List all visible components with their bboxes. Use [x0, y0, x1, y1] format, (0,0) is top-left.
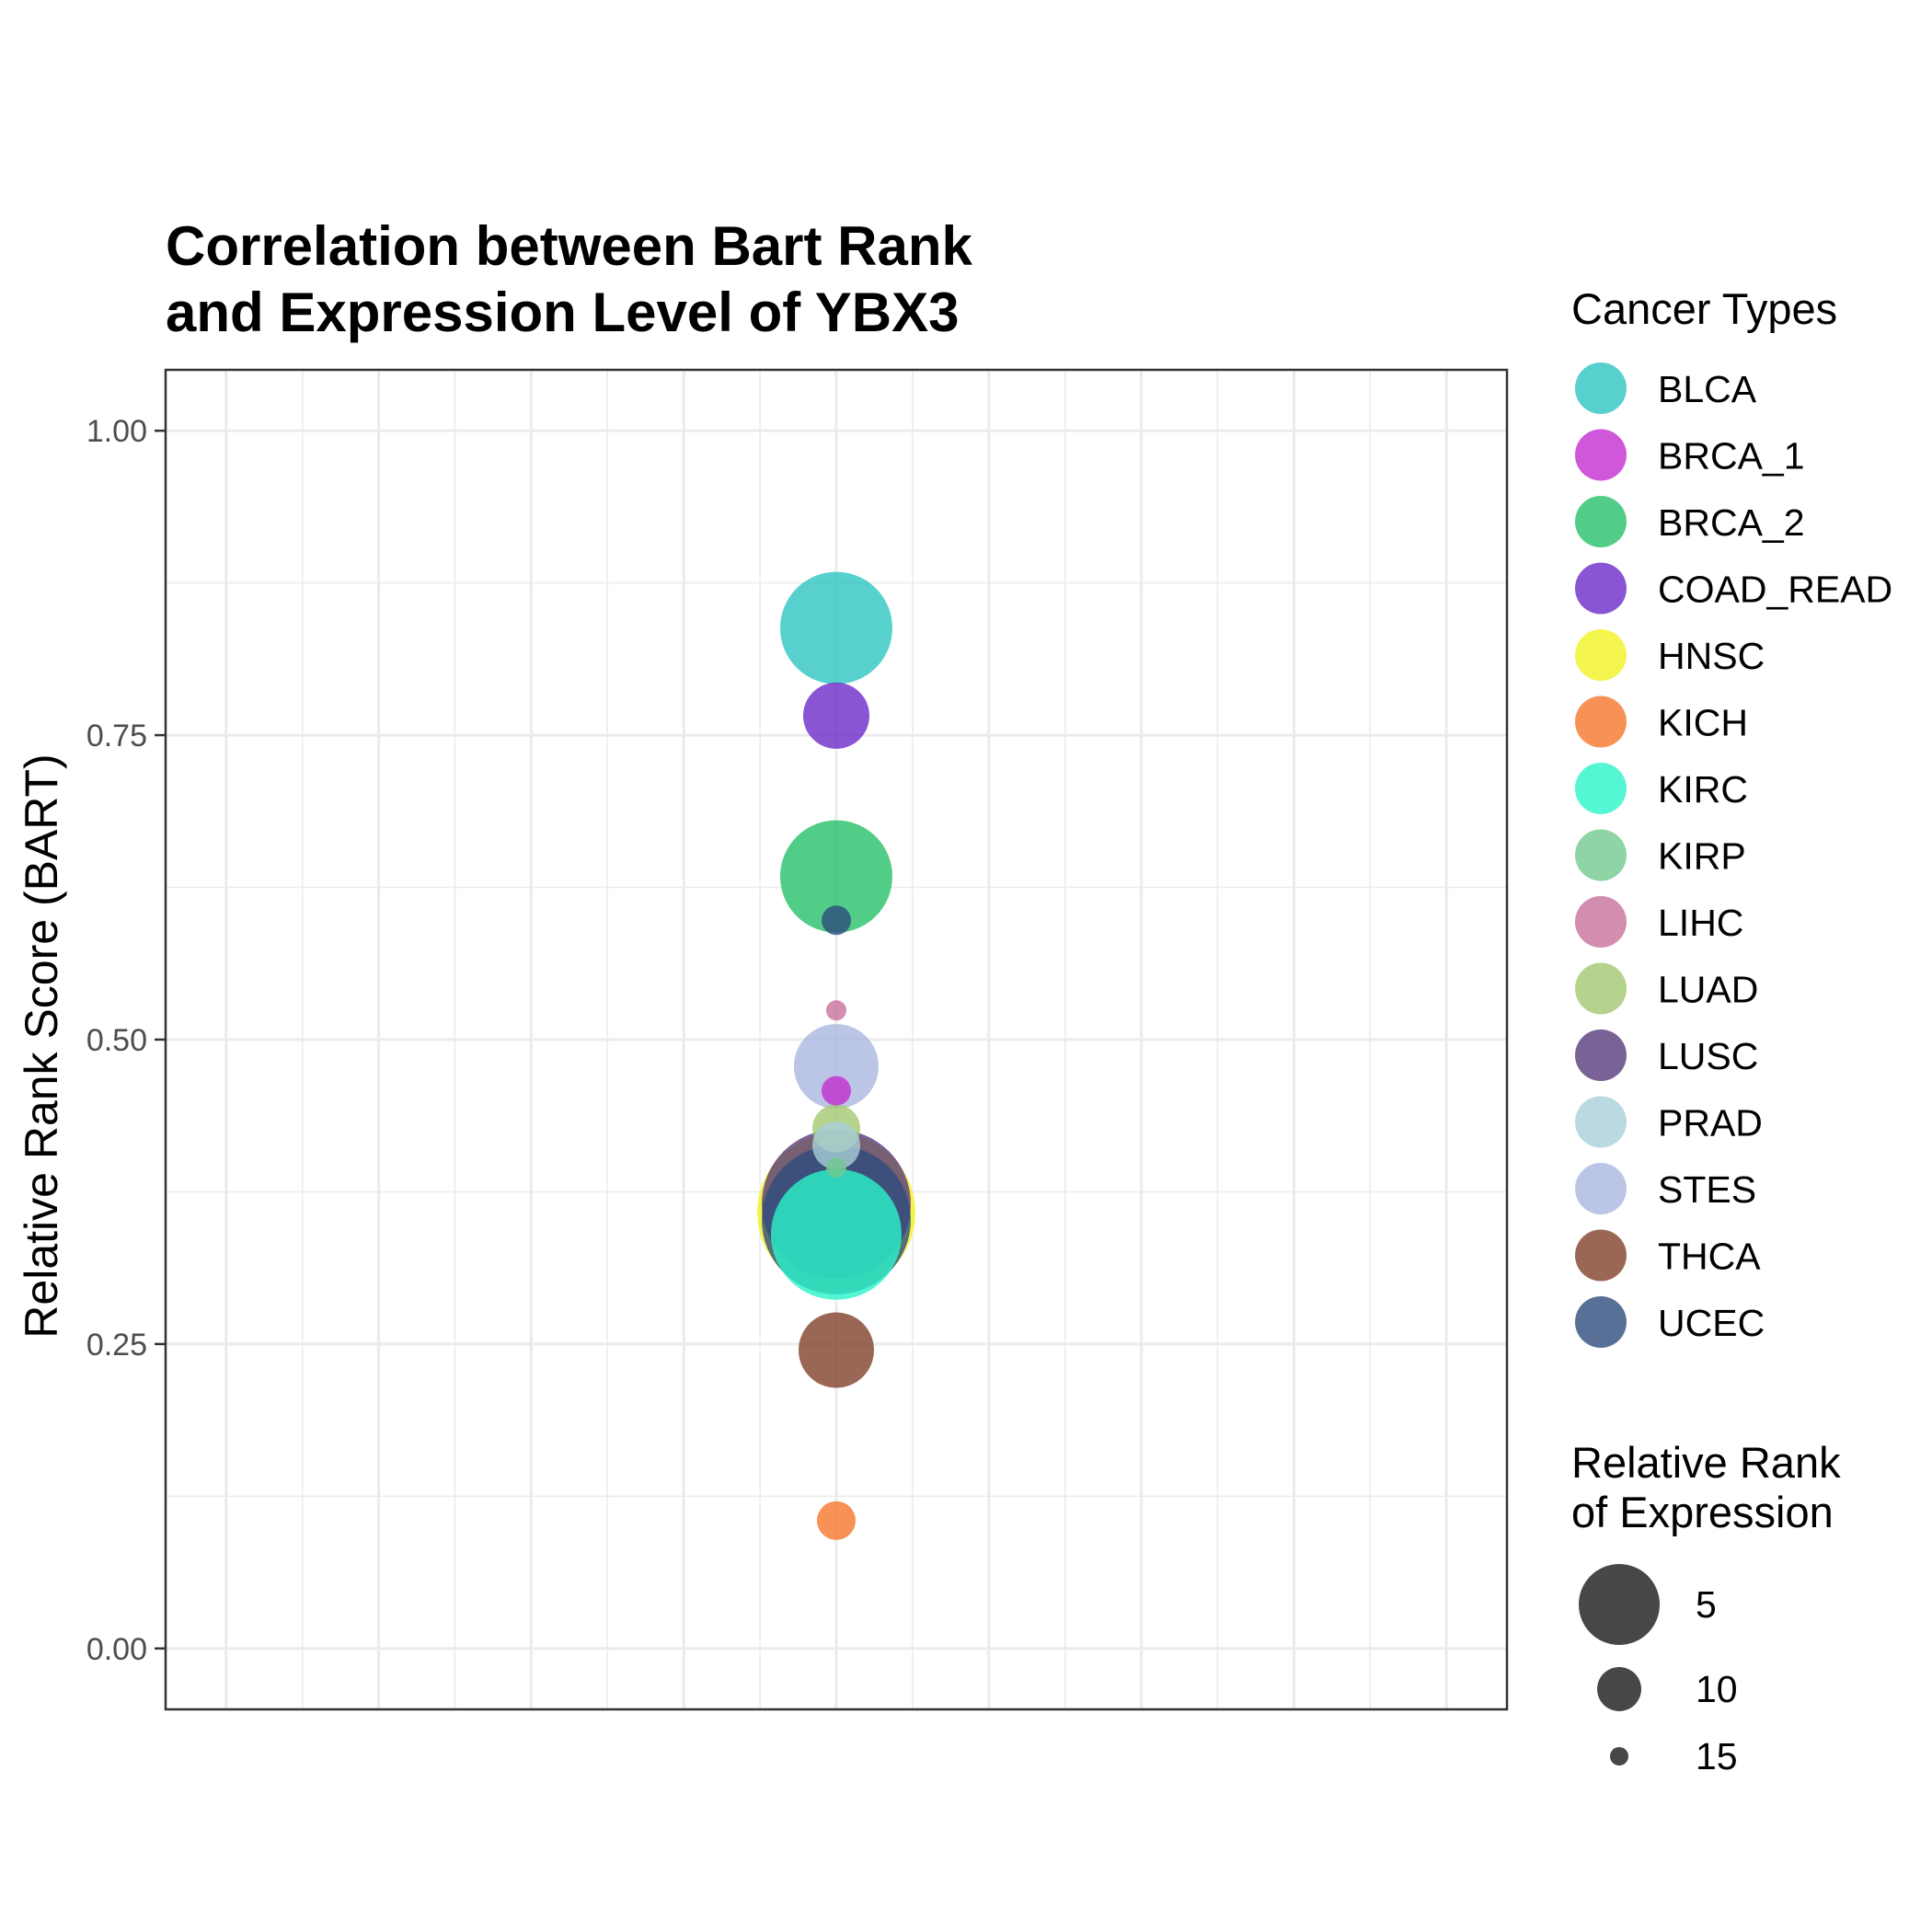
legend-key-thca [1575, 1229, 1627, 1282]
legend-key-kirc [1575, 763, 1627, 814]
legend-key-hnsc [1575, 629, 1627, 681]
plot-panel [164, 368, 1509, 1711]
legend-label-hnsc: HNSC [1658, 635, 1765, 677]
point-brca_1 [822, 1075, 851, 1106]
legend-key-coad_read [1575, 562, 1627, 615]
legend-label-kich: KICH [1658, 702, 1748, 744]
y-axis: 0.00 0.25 0.50 0.75 1.00 [86, 414, 166, 1667]
point-blca [780, 571, 892, 684]
legend-key-blca [1575, 362, 1627, 414]
point-coad_read [803, 682, 869, 749]
point-thca [799, 1312, 874, 1388]
legend-key-prad [1575, 1096, 1627, 1148]
point-kirc [771, 1168, 902, 1300]
legend-key-kich [1575, 696, 1627, 748]
legend-key-kirp [1575, 829, 1627, 881]
size-legend: 5 10 15 [1579, 1564, 1738, 1777]
color-legend-title: Cancer Types [1571, 284, 1837, 333]
point-brca_2 [780, 820, 892, 933]
point-ucec [822, 905, 851, 936]
legend-key-brca_1 [1575, 429, 1627, 481]
point-prad [812, 1121, 860, 1170]
chart-title-line-2: and Expression Level of YBX3 [166, 282, 960, 343]
y-axis-label: Relative Rank Score (BART) [16, 753, 67, 1338]
point-kirp [826, 1156, 846, 1178]
legend-label-brca_2: BRCA_2 [1658, 501, 1805, 544]
y-tick-label: 0.25 [86, 1328, 147, 1363]
legend-key-ucec [1575, 1296, 1627, 1348]
legend-label-ucec: UCEC [1658, 1302, 1765, 1344]
legend-key-lihc [1575, 896, 1627, 948]
color-legend: BLCA BRCA_1 BRCA_2 COAD_READ HNSC KICH KIRC KIR… [1575, 362, 1892, 1348]
y-tick-label: 1.00 [86, 414, 147, 449]
point-stes [794, 1024, 879, 1110]
legend-label-coad_read: COAD_READ [1658, 569, 1892, 611]
legend-key-brca_2 [1575, 496, 1627, 547]
legend-label-kirc: KIRC [1658, 768, 1748, 811]
y-tick-label: 0.75 [86, 719, 147, 753]
size-legend-key-15 [1610, 1747, 1628, 1765]
legend-key-luad [1575, 962, 1627, 1015]
point-kich [817, 1501, 856, 1540]
size-legend-label-15: 15 [1696, 1735, 1738, 1777]
size-legend-title-line-2: of Expression [1571, 1488, 1834, 1536]
y-tick-label: 0.50 [86, 1023, 147, 1058]
legend-label-lusc: LUSC [1658, 1035, 1758, 1077]
size-legend-title-line-1: Relative Rank [1571, 1438, 1841, 1487]
legend-label-blca: BLCA [1658, 368, 1757, 410]
legend-key-stes [1575, 1163, 1627, 1214]
size-legend-label-5: 5 [1696, 1583, 1717, 1626]
legend-label-luad: LUAD [1658, 969, 1758, 1011]
size-legend-label-10: 10 [1696, 1668, 1738, 1710]
legend-label-kirp: KIRP [1658, 835, 1746, 878]
legend-label-stes: STES [1658, 1168, 1756, 1211]
point-lihc [826, 1000, 846, 1021]
y-tick-label: 0.00 [86, 1632, 147, 1667]
chart-title-line-1: Correlation between Bart Rank [166, 215, 972, 277]
legend-label-lihc: LIHC [1658, 902, 1743, 944]
legend-label-thca: THCA [1658, 1236, 1761, 1278]
legend-key-lusc [1575, 1029, 1627, 1081]
size-legend-key-10 [1597, 1667, 1641, 1711]
legend-label-prad: PRAD [1658, 1102, 1763, 1144]
size-legend-key-5 [1579, 1564, 1660, 1645]
legend-label-brca_1: BRCA_1 [1658, 435, 1805, 477]
